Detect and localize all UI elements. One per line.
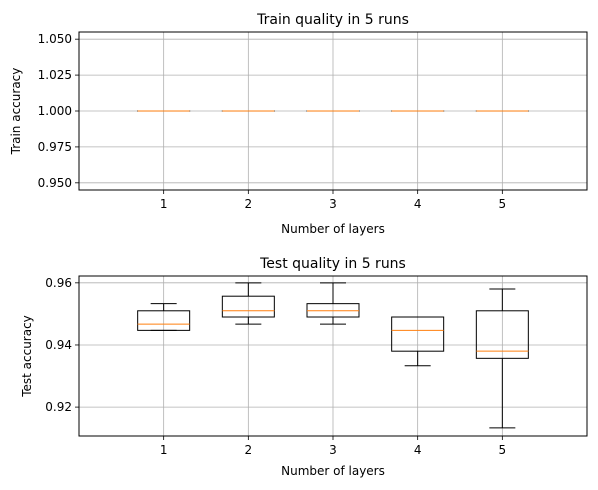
chart-title: Train quality in 5 runs — [256, 12, 409, 28]
box — [475, 310, 529, 359]
x-axis-label: Number of layers — [281, 464, 385, 478]
y-tick-label: 0.96 — [45, 276, 72, 290]
y-tick-label: 1.025 — [38, 68, 72, 82]
y-tick-label: 0.975 — [38, 140, 72, 154]
box-plots — [137, 282, 529, 429]
y-axis-ticks: 0.92 0.94 0.96 — [45, 276, 79, 414]
x-axis-ticks: 1 2 3 4 5 — [160, 190, 506, 211]
box — [391, 316, 445, 352]
y-axis-label: Test accuracy — [20, 315, 34, 398]
y-tick-label: 0.92 — [45, 400, 72, 414]
box-plot-2 — [221, 282, 275, 325]
y-axis-label: Train accuracy — [9, 68, 23, 156]
y-tick-label: 1.000 — [38, 104, 72, 118]
x-axis-label: Number of layers — [281, 222, 385, 236]
x-tick-label: 3 — [329, 443, 337, 457]
train-accuracy-subplot: Train quality in 5 runs 1 2 3 4 5 0.950 0.975… — [9, 12, 588, 236]
x-tick-label: 4 — [414, 197, 422, 211]
box-plot-5 — [475, 288, 529, 429]
box-plot-3 — [306, 282, 360, 325]
x-tick-label: 5 — [499, 443, 507, 457]
x-tick-label: 1 — [160, 443, 168, 457]
box-plot-4 — [391, 316, 445, 367]
chart-title: Test quality in 5 runs — [259, 256, 406, 272]
x-tick-label: 3 — [329, 197, 337, 211]
x-tick-label: 4 — [414, 443, 422, 457]
box — [221, 295, 275, 318]
y-tick-label: 0.950 — [38, 176, 72, 190]
x-tick-label: 1 — [160, 197, 168, 211]
y-tick-label: 1.050 — [38, 32, 72, 46]
x-tick-label: 5 — [499, 197, 507, 211]
x-tick-label: 2 — [245, 197, 253, 211]
x-axis-ticks: 1 2 3 4 5 — [160, 436, 506, 457]
box-plot-1 — [137, 303, 191, 331]
y-tick-label: 0.94 — [45, 338, 72, 352]
x-tick-label: 2 — [245, 443, 253, 457]
box — [137, 310, 191, 331]
y-axis-ticks: 0.950 0.975 1.000 1.025 1.050 — [38, 32, 79, 190]
